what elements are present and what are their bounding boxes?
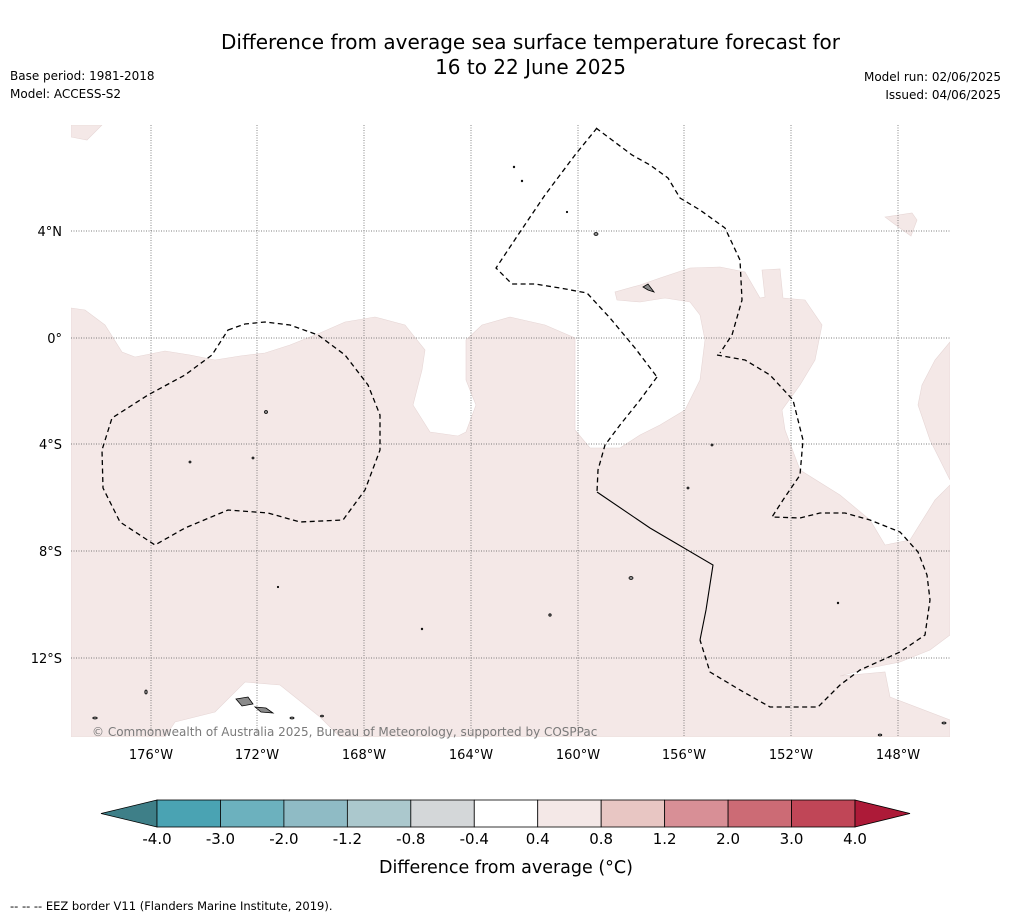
island-dot (941, 721, 947, 725)
island-dot (565, 210, 569, 214)
model-name: Model: ACCESS-S2 (10, 87, 122, 101)
eez-border-line-islands-north (595, 127, 743, 493)
base-period: Base period: 1981-2018 (10, 69, 155, 83)
lon-label: 172°W (235, 748, 279, 763)
colorbar-tick-label: -3.0 (206, 830, 235, 848)
anomaly-fill (71, 125, 950, 737)
island-dot (289, 716, 295, 720)
colorbar-tick-label: 0.8 (589, 830, 613, 848)
islands (92, 165, 947, 737)
lat-axis-labels: 4°N 0° 4°S 8°S 12°S (31, 225, 62, 667)
island-dot (320, 714, 324, 718)
graticule (71, 125, 950, 737)
eez-border-tokelau-phoenix (101, 321, 381, 546)
issued-date: Issued: 04/06/2025 (885, 88, 1001, 102)
lon-axis-labels: 176°W 172°W 168°W 164°W 160°W 156°W 152°… (129, 748, 920, 763)
colorbar-tick-label: 2.0 (716, 830, 740, 848)
colorbar-tick-label: -2.0 (269, 830, 298, 848)
island-dot (877, 733, 883, 737)
island-dot (251, 456, 255, 460)
colorbar: -4.0 -3.0 -2.0 -1.2 -0.8 -0.4 0.4 0.8 1.2 2.0 3.0 4… (100, 799, 911, 878)
lon-label: 156°W (662, 748, 706, 763)
lon-label: 168°W (342, 748, 386, 763)
christmas-island (642, 283, 656, 293)
island-dot (628, 576, 634, 580)
warm-anomaly-northwest (71, 125, 103, 141)
colorbar-swatch (473, 799, 539, 828)
colorbar-swatch (537, 799, 602, 828)
island-dot (144, 689, 148, 695)
colorbar-swatch (410, 799, 475, 828)
colorbar-title: Difference from average (°C) (379, 858, 633, 878)
island-dot (836, 601, 840, 605)
lon-label: 164°W (449, 748, 493, 763)
eez-border-kiribati-central (495, 127, 658, 378)
island-dot (520, 179, 524, 183)
colorbar-tick-labels: -4.0 -3.0 -2.0 -1.2 -0.8 -0.4 0.4 0.8 1.2 2.0 3.0 4… (142, 830, 867, 848)
lon-label: 176°W (129, 748, 173, 763)
colorbar-tick-label: 4.0 (843, 830, 867, 848)
colorbar-swatch (664, 799, 729, 828)
lat-label: 8°S (39, 545, 62, 560)
meta-left: Base period: 1981-2018 Model: ACCESS-S2 (10, 67, 155, 103)
colorbar-tick-label: -1.2 (333, 830, 362, 848)
island-dot (593, 232, 599, 236)
eez-borders (101, 127, 931, 708)
colorbar-tick-label: -0.4 (460, 830, 489, 848)
colorbar-tick-label: -0.8 (396, 830, 425, 848)
colorbar-swatch (346, 799, 412, 828)
lon-label: 152°W (769, 748, 813, 763)
colorbar-swatch (283, 799, 348, 828)
colorbar-swatch (600, 799, 666, 828)
lat-label: 12°S (31, 652, 62, 667)
colorbar-boxes (100, 799, 911, 828)
model-run: Model run: 02/06/2025 (863, 70, 1001, 84)
title-line-1: Difference from average sea surface temp… (220, 30, 840, 54)
colorbar-tick-label: 3.0 (780, 830, 804, 848)
eez-legend-note: -- -- -- EEZ border V11 (Flanders Marine… (10, 899, 333, 913)
island-dot (276, 585, 280, 589)
island-dot (92, 716, 98, 720)
samoa-island-upolu (235, 696, 254, 707)
eez-border-line-islands-south (699, 354, 931, 708)
title-line-2: 16 to 22 June 2025 (435, 55, 626, 79)
island-dot (264, 410, 268, 414)
copyright-text: © Commonwealth of Australia 2025, Bureau… (92, 725, 597, 739)
map-title: Difference from average sea surface temp… (0, 30, 1011, 80)
colorbar-tick-label: 1.2 (653, 830, 677, 848)
island-dot (420, 627, 424, 631)
island-dot (188, 460, 192, 464)
colorbar-tick-label: -4.0 (142, 830, 171, 848)
colorbar-extend-low (100, 799, 158, 828)
colorbar-swatch (791, 799, 856, 828)
island-dot (686, 486, 690, 490)
warm-anomaly-northeast (884, 212, 918, 237)
colorbar-tick-label: 0.4 (526, 830, 550, 848)
island-dot (710, 443, 714, 447)
colorbar-swatch (727, 799, 792, 828)
warm-anomaly-east (917, 341, 950, 481)
island-dot (548, 613, 552, 617)
lat-label: 0° (47, 332, 62, 347)
lon-label: 160°W (556, 748, 600, 763)
colorbar-extend-high (854, 799, 911, 828)
lon-label: 148°W (876, 748, 920, 763)
lat-label: 4°S (39, 438, 62, 453)
island-dot (512, 165, 516, 169)
lat-label: 4°N (38, 225, 63, 240)
colorbar-swatch (220, 799, 285, 828)
map-panel: 4°N 0° 4°S 8°S 12°S 176°W 172°W 168°W 16… (31, 125, 950, 763)
meta-right: Model run: 02/06/2025 Issued: 04/06/2025 (864, 68, 1001, 104)
samoa-island-savaii (253, 706, 275, 714)
warm-anomaly-region (71, 266, 950, 737)
colorbar-swatch (156, 799, 221, 828)
eez-border-cook-french-poly (596, 491, 714, 641)
